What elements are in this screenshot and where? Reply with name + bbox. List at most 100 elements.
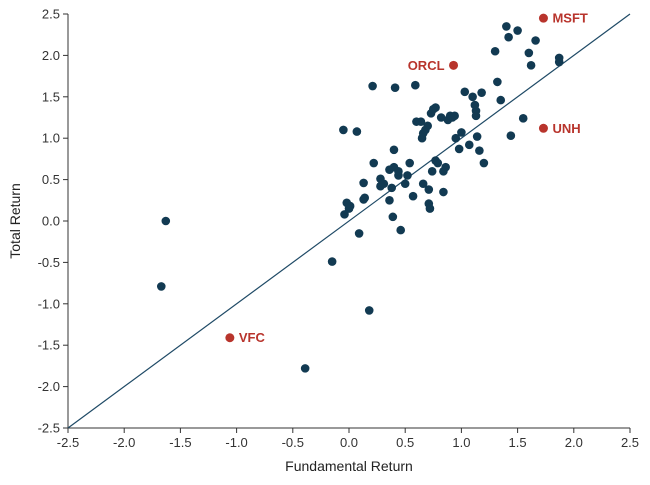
- data-point: [468, 92, 477, 102]
- y-tick-label: 1.0: [42, 131, 60, 146]
- data-point: [436, 113, 446, 122]
- data-point: [439, 187, 448, 197]
- data-point: [423, 121, 432, 131]
- data-point: [387, 183, 397, 193]
- data-point: [400, 179, 410, 189]
- data-point: [161, 216, 171, 226]
- data-point: [411, 80, 420, 90]
- data-point: [441, 162, 450, 172]
- data-point: [475, 146, 484, 155]
- y-tick-label: -0.5: [38, 255, 60, 270]
- data-point: [531, 36, 540, 45]
- data-point: [390, 83, 400, 92]
- x-tick-label: -2.5: [57, 435, 79, 450]
- x-tick-label: 0.0: [340, 435, 358, 450]
- data-point: [354, 229, 364, 238]
- y-tick-label: 0.5: [42, 172, 60, 187]
- x-tick-label: 1.0: [452, 435, 470, 450]
- data-point: [396, 225, 406, 235]
- data-point: [156, 282, 166, 291]
- data-points: [156, 22, 564, 373]
- data-point: [450, 111, 459, 121]
- data-point: [388, 212, 398, 222]
- data-point: [327, 257, 337, 266]
- reference-line-group: [67, 13, 631, 429]
- data-point: [518, 114, 528, 123]
- x-tick-label: -0.5: [282, 435, 304, 450]
- data-point: [451, 133, 461, 143]
- data-point: [405, 158, 414, 168]
- data-point: [477, 88, 486, 97]
- data-point: [389, 145, 399, 155]
- y-tick-label: 2.5: [42, 7, 60, 22]
- x-tick-label: -1.5: [169, 435, 191, 450]
- y-tick-label: -2.5: [38, 421, 60, 436]
- data-point: [513, 26, 522, 35]
- data-point: [496, 95, 506, 105]
- x-tick-label: -2.0: [113, 435, 135, 450]
- highlight-point: [538, 123, 548, 133]
- data-point: [460, 87, 470, 97]
- data-point: [385, 196, 394, 205]
- tick-labels: -2.5 -2.0 -1.5 -1.0 -0.5 0.0 0.5 1.0 1.5 2.0 2.5 2.…: [38, 7, 639, 451]
- data-point: [457, 128, 466, 137]
- y-tick-label: 0.0: [42, 214, 60, 229]
- data-point: [472, 132, 482, 141]
- data-point: [425, 204, 435, 213]
- data-point: [504, 32, 513, 42]
- data-point: [369, 158, 379, 168]
- y-tick-label: -1.0: [38, 296, 60, 311]
- data-point: [464, 140, 474, 150]
- y-tick-label: -1.5: [38, 338, 60, 353]
- data-point: [524, 48, 534, 58]
- data-point: [526, 61, 536, 70]
- data-point: [339, 125, 348, 135]
- data-point: [408, 191, 418, 201]
- y-axis-label: Total Return: [7, 183, 23, 258]
- data-point: [360, 193, 370, 203]
- reference-line: [67, 13, 631, 429]
- data-point: [490, 46, 500, 56]
- x-tick-label: 2.0: [565, 435, 583, 450]
- data-point: [424, 185, 434, 194]
- highlight-point: [538, 13, 548, 23]
- data-point: [364, 306, 374, 315]
- data-point: [368, 81, 377, 91]
- data-point: [427, 167, 437, 176]
- highlighted-points: MSFT ORCL UNH VFC: [225, 11, 588, 345]
- y-tick-label: -2.0: [38, 379, 60, 394]
- data-point: [385, 165, 394, 174]
- data-point: [454, 144, 464, 154]
- data-point: [376, 181, 385, 191]
- highlight-label: UNH: [552, 121, 580, 136]
- data-point: [479, 158, 489, 168]
- data-point: [345, 201, 355, 211]
- x-axis-label: Fundamental Return: [285, 458, 413, 474]
- x-tick-label: 1.5: [509, 435, 527, 450]
- data-point: [471, 111, 481, 121]
- data-point: [506, 131, 516, 141]
- data-point: [418, 179, 428, 189]
- y-tick-label: 2.0: [42, 48, 60, 63]
- data-point: [300, 364, 310, 373]
- highlight-point: [449, 60, 459, 70]
- highlight-point: [225, 333, 235, 343]
- highlight-label: MSFT: [552, 11, 587, 26]
- data-point: [416, 117, 426, 126]
- data-point: [403, 171, 412, 180]
- data-point: [394, 167, 403, 176]
- x-tick-label: 0.5: [396, 435, 414, 450]
- x-tick-label: -1.0: [225, 435, 247, 450]
- data-point: [493, 77, 502, 87]
- highlight-label: ORCL: [408, 58, 445, 73]
- x-tick-label: 2.5: [621, 435, 639, 450]
- data-point: [554, 57, 564, 67]
- data-point: [431, 103, 440, 112]
- y-tick-label: 1.5: [42, 89, 60, 104]
- data-point: [359, 178, 368, 188]
- data-point: [433, 158, 443, 168]
- highlight-label: VFC: [239, 330, 266, 345]
- data-point: [340, 210, 349, 219]
- data-point: [502, 22, 511, 31]
